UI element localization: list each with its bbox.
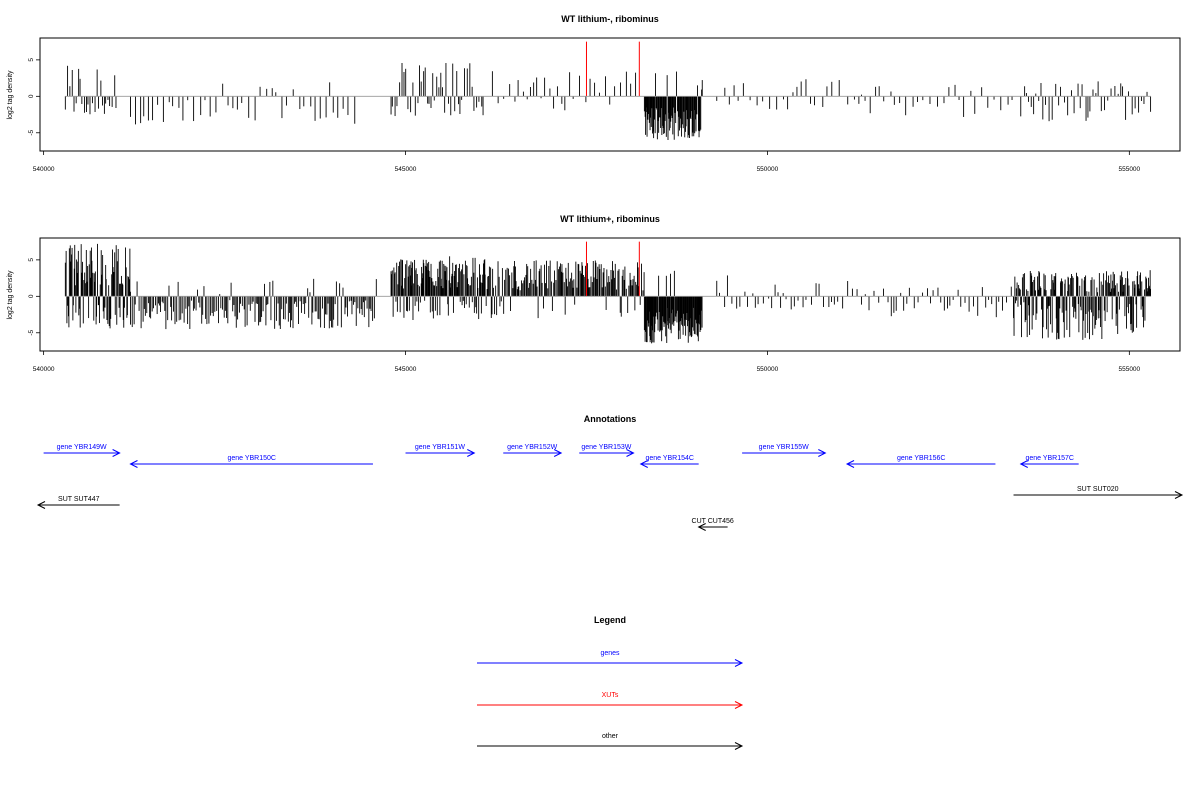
annotation-arrowhead: [553, 449, 563, 457]
annotation-items: gene YBR149W gene YBR150C gene YBR151W gene…: [36, 444, 1184, 531]
x-tick-label: 555000: [1118, 366, 1140, 373]
annotation-label: gene YBR156C: [897, 455, 946, 462]
y-tick-label: -5: [28, 330, 35, 336]
panel-title: WT lithium+, ribominus: [560, 214, 660, 224]
legend-arrowhead: [734, 701, 744, 709]
annotation-arrowhead: [626, 449, 635, 457]
legend-label: genes: [600, 650, 620, 657]
annotation-arrowhead: [1019, 460, 1028, 468]
annotation-label: gene YBR151W: [415, 444, 465, 451]
y-tick-label: 0: [28, 294, 35, 298]
x-tick-label: 545000: [395, 366, 417, 373]
annotation-label: gene YBR152W: [507, 444, 557, 451]
legend-label: XUTs: [602, 692, 619, 699]
annotation-label: gene YBR155W: [759, 444, 809, 451]
annotation-arrowhead: [639, 460, 648, 468]
overlay-marks: [585, 241, 640, 297]
x-tick-label: 540000: [33, 366, 55, 373]
annotation-arrowhead: [1174, 491, 1184, 499]
y-axis-label: log2 tag density: [7, 70, 14, 120]
plot-frame: [39, 237, 1181, 352]
coverage-bars: [64, 63, 1152, 140]
annotation-arrowhead: [818, 449, 827, 457]
legend-items: genes XUTs other: [477, 650, 744, 750]
x-tick-label: 550000: [757, 166, 779, 173]
y-tick-label: 5: [28, 58, 35, 62]
coverage-bars: [64, 243, 1151, 344]
overlay-marks: [585, 41, 640, 97]
annotation-arrowhead: [112, 449, 121, 457]
y-axis-label: log2 tag density: [7, 270, 14, 320]
annotation-label: SUT SUT020: [1077, 486, 1119, 493]
axes: 540000 545000 550000 555000 -5 0 5: [28, 37, 1181, 173]
legend-label: other: [602, 733, 619, 740]
plot-frame: [39, 37, 1181, 152]
panel-title: WT lithium-, ribominus: [561, 14, 659, 24]
annotation-label: SUT SUT447: [58, 496, 100, 503]
y-tick-label: -5: [28, 130, 35, 136]
annotations-title: Annotations: [584, 414, 637, 424]
annotation-label: CUT CUT456: [692, 518, 734, 525]
annotation-arrowhead: [697, 523, 706, 531]
annotation-arrowhead: [845, 460, 855, 468]
y-tick-label: 5: [28, 258, 35, 262]
x-tick-label: 555000: [1118, 166, 1140, 173]
legend-arrowhead: [734, 742, 744, 750]
legend-title: Legend: [594, 615, 626, 625]
legend: Legend genes XUTs other: [477, 615, 744, 750]
x-tick-label: 550000: [757, 366, 779, 373]
annotation-arrowhead: [129, 460, 138, 468]
y-tick-label: 0: [28, 94, 35, 98]
annotation-label: gene YBR149W: [57, 444, 107, 451]
annotation-label: gene YBR157C: [1025, 455, 1074, 462]
coverage-panel-lithium-plus: WT lithium+, ribominus log2 tag density …: [7, 214, 1181, 373]
annotation-label: gene YBR154C: [645, 455, 694, 462]
axes: 540000 545000 550000 555000 -5 0 5: [28, 237, 1181, 373]
annotation-arrowhead: [467, 449, 476, 457]
x-tick-label: 540000: [33, 166, 55, 173]
x-tick-label: 545000: [395, 166, 417, 173]
annotation-arrowhead: [36, 501, 46, 509]
annotation-label: gene YBR153W: [581, 444, 631, 451]
legend-arrowhead: [734, 659, 744, 667]
annotation-label: gene YBR150C: [227, 455, 276, 462]
coverage-panel-lithium-minus: WT lithium-, ribominus log2 tag density …: [7, 14, 1181, 173]
